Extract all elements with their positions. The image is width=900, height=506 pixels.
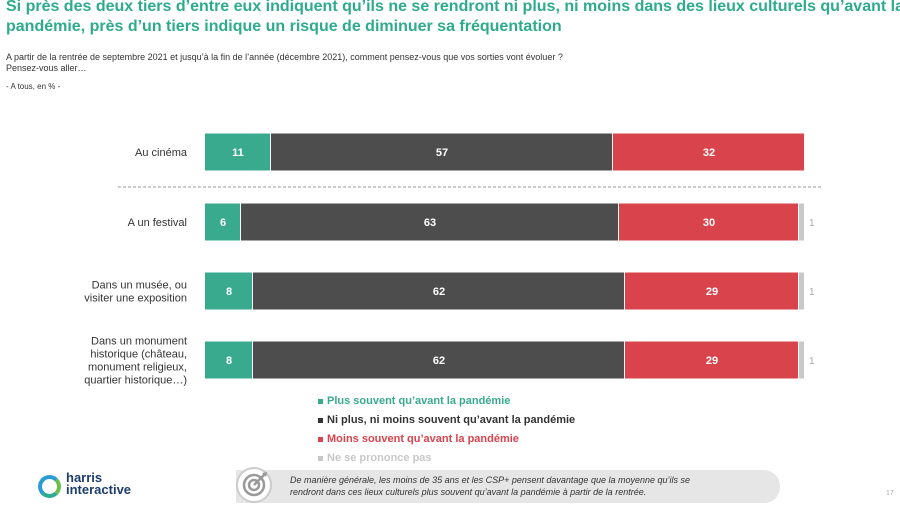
category-label: A un festival [128, 217, 187, 229]
category-label: visiter une exposition [84, 293, 187, 305]
legend-item: Ni plus, ni moins souvent qu’avant la pa… [318, 411, 575, 430]
data-label: 1 [809, 287, 815, 298]
category-label: Dans un monument [91, 336, 187, 348]
data-label: 30 [703, 217, 715, 229]
bar-segment [241, 203, 618, 241]
data-label: 63 [424, 217, 436, 229]
bar-segment [619, 203, 798, 241]
category-label: quartier historique…) [84, 375, 187, 387]
bar-segment [799, 272, 804, 310]
legend-swatch [318, 456, 323, 461]
bar-segment [613, 133, 804, 171]
bar-segment [625, 341, 798, 379]
data-label: 29 [706, 286, 718, 298]
category-label: historique (château, [90, 349, 187, 361]
page-number: 17 [886, 490, 894, 497]
data-label: 8 [226, 286, 232, 298]
title-line: pandémie, près d’un tiers indique un ris… [6, 18, 562, 35]
data-label: 1 [809, 356, 815, 367]
title-line: Si près des deux tiers d’entre eux indiq… [6, 0, 900, 15]
question-line: A partir de la rentrée de septembre 2021… [6, 52, 563, 62]
logo-line: harris [66, 470, 103, 485]
bar-segment [271, 133, 612, 171]
category-label: Au cinéma [135, 147, 188, 159]
insight-note: De manière générale, les moins de 35 ans… [236, 467, 780, 503]
legend-item: Plus souvent qu’avant la pandémie [318, 392, 575, 411]
legend-swatch [318, 399, 323, 404]
legend-item: Ne se prononce pas [318, 449, 575, 468]
base-note: - A tous, en % - [6, 82, 61, 91]
logo-line: interactive [66, 482, 132, 497]
legend-label: Ni plus, ni moins souvent qu’avant la pa… [327, 414, 576, 426]
note-line: De manière générale, les moins de 35 ans… [290, 475, 690, 485]
legend-item: Moins souvent qu’avant la pandémie [318, 430, 575, 449]
target-icon [236, 467, 272, 503]
data-label: 29 [706, 355, 718, 367]
bar-segment [205, 341, 252, 379]
bar-segment [799, 341, 804, 379]
bar-segment [205, 203, 240, 241]
bar-segment [253, 341, 624, 379]
legend-swatch [318, 437, 323, 442]
legend-label: Ne se prononce pas [327, 452, 432, 464]
data-label: 1 [809, 218, 815, 229]
data-label: 62 [433, 355, 445, 367]
survey-question: A partir de la rentrée de septembre 2021… [6, 52, 563, 74]
category-label: monument religieux, [88, 362, 187, 374]
chart-legend: Plus souvent qu’avant la pandémie Ni plu… [318, 392, 575, 468]
question-line: Pensez-vous aller… [6, 63, 87, 73]
bar-segment [253, 272, 624, 310]
page-title: Si près des deux tiers d’entre eux indiq… [6, 0, 900, 37]
note-text: De manière générale, les moins de 35 ans… [290, 474, 690, 498]
data-label: 6 [220, 217, 226, 229]
data-label: 57 [436, 147, 448, 159]
bar-segment [205, 133, 270, 171]
note-line: rendront dans ces lieux culturels plus s… [290, 487, 647, 497]
category-label: Dans un musée, ou [92, 280, 187, 292]
bar-segment [799, 203, 804, 241]
data-label: 62 [433, 286, 445, 298]
legend-swatch [318, 418, 323, 423]
logo-text: harris interactive [66, 470, 132, 497]
bar-segment [625, 272, 798, 310]
data-label: 11 [232, 147, 244, 159]
target-icon-graphic [242, 472, 267, 497]
logo-ring-icon [38, 475, 61, 498]
legend-label: Plus souvent qu’avant la pandémie [327, 395, 511, 407]
data-label: 8 [226, 355, 232, 367]
legend-label: Moins souvent qu’avant la pandémie [327, 433, 519, 445]
bar-segment [205, 272, 252, 310]
data-label: 32 [703, 147, 715, 159]
harris-interactive-logo: harris interactive [38, 467, 148, 501]
